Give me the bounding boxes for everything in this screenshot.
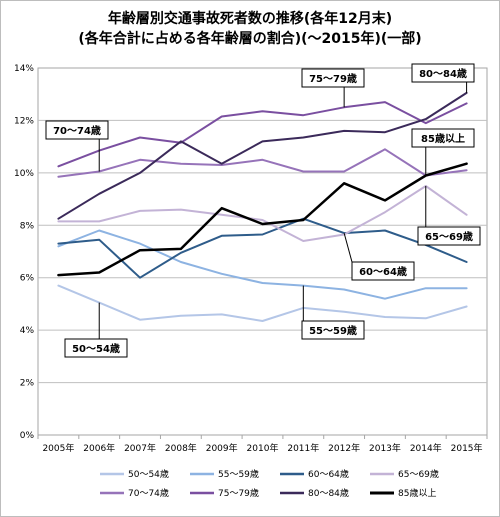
legend-label: 60〜64歳 xyxy=(308,468,349,480)
x-tick-label: 2008年 xyxy=(165,442,197,454)
callout-label: 50〜54歳 xyxy=(72,342,120,355)
y-tick-label: 2% xyxy=(20,379,35,389)
legend-label: 70〜74歳 xyxy=(128,487,169,499)
legend-label: 50〜54歳 xyxy=(128,468,169,480)
y-tick-label: 4% xyxy=(20,326,35,336)
y-axis: 0% 2% 4% 6% 8% 10% 12% 14% xyxy=(14,64,34,441)
legend-label: 85歳以上 xyxy=(398,487,436,499)
y-tick-label: 10% xyxy=(14,169,34,179)
series-line-5 xyxy=(57,101,468,168)
x-axis: 2005年 2006年 2007年 2008年 2009年 2010年 2011年 2012年… xyxy=(37,435,488,454)
x-tick-label: 2010年 xyxy=(247,442,279,454)
callout-label: 65〜69歳 xyxy=(425,230,473,243)
callout-label: 60〜64歳 xyxy=(359,265,407,278)
x-tick-label: 2013年 xyxy=(369,442,401,454)
series-line-1 xyxy=(57,229,468,300)
x-tick-label: 2005年 xyxy=(42,442,74,454)
callout-box xyxy=(411,128,475,148)
x-tick-label: 2015年 xyxy=(451,442,483,454)
series-line-0 xyxy=(57,284,468,322)
legend: 50〜54歳 55〜59歳 60〜64歳 65〜69歳 70〜74歳 75〜79歳 80〜8… xyxy=(100,468,439,499)
callout-box xyxy=(417,226,481,246)
legend-label: 75〜79歳 xyxy=(218,487,259,499)
callout-box xyxy=(45,120,109,140)
callout-box xyxy=(64,338,128,358)
chart-title: 年齢層別交通事故死者数の推移(各年12月末) xyxy=(107,11,393,27)
legend-label: 55〜59歳 xyxy=(218,468,259,480)
callout-pointer xyxy=(343,233,353,263)
callout-box xyxy=(301,320,365,340)
plot-area xyxy=(37,67,488,436)
series-line-7 xyxy=(57,162,468,277)
callouts: 50〜54歳 55〜59歳 60〜64歳 65〜69歳 70〜74歳 75〜79歳 80〜8… xyxy=(45,63,481,358)
x-tick-label: 2006年 xyxy=(83,442,115,454)
x-tick-label: 2012年 xyxy=(328,442,360,454)
chart-subtitle: (各年合計に占める各年齢層の割合)(〜2015年)(一部) xyxy=(78,31,422,47)
legend-label: 65〜69歳 xyxy=(398,468,439,480)
callout-label: 85歳以上 xyxy=(421,132,465,145)
y-tick-label: 0% xyxy=(20,431,35,441)
series-line-6 xyxy=(57,91,468,220)
callout-label: 55〜59歳 xyxy=(309,324,357,337)
x-tick-label: 2011年 xyxy=(287,442,319,454)
series-line-4 xyxy=(57,148,468,178)
callout-box xyxy=(351,261,415,281)
series-line-2 xyxy=(57,217,468,279)
series-line-3 xyxy=(57,185,468,242)
legend-label: 80〜84歳 xyxy=(308,487,349,499)
y-tick-label: 8% xyxy=(20,221,35,231)
y-tick-label: 14% xyxy=(14,64,34,74)
series-lines xyxy=(57,91,468,322)
callout-box xyxy=(411,63,475,83)
callout-label: 75〜79歳 xyxy=(309,72,357,85)
x-tick-label: 2014年 xyxy=(410,442,442,454)
y-tick-label: 12% xyxy=(14,116,34,126)
callout-box xyxy=(301,68,365,88)
y-tick-label: 6% xyxy=(20,274,35,284)
callout-label: 70〜74歳 xyxy=(53,124,101,137)
x-tick-label: 2007年 xyxy=(124,442,156,454)
x-tick-label: 2009年 xyxy=(206,442,238,454)
callout-label: 80〜84歳 xyxy=(419,67,467,80)
